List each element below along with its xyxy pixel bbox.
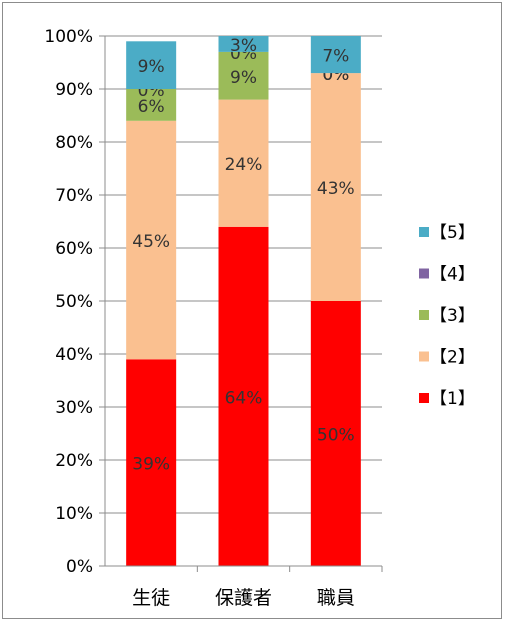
bar-segment xyxy=(218,99,269,227)
y-tick-label: 40% xyxy=(55,345,93,365)
legend-swatch xyxy=(419,351,429,362)
legend-swatch xyxy=(419,227,429,237)
legend-label: 【5】 xyxy=(430,223,475,243)
y-tick-label: 10% xyxy=(55,504,93,524)
bar-segment xyxy=(310,301,361,566)
bar-segment xyxy=(126,41,177,89)
data-label: 9% xyxy=(230,68,257,88)
data-label: 39% xyxy=(132,455,170,475)
data-label: 24% xyxy=(225,155,263,175)
data-label: 45% xyxy=(132,232,170,252)
bar-segment xyxy=(126,359,177,566)
data-label: 43% xyxy=(317,179,355,199)
legend-label: 【1】 xyxy=(430,389,475,409)
data-label: 9% xyxy=(138,57,165,77)
data-label: 7% xyxy=(322,47,349,67)
data-label: 6% xyxy=(138,97,165,117)
bar-segment xyxy=(218,226,269,567)
data-label: 50% xyxy=(317,426,355,446)
legend-label: 【2】 xyxy=(430,348,475,368)
bar-segment xyxy=(218,51,269,100)
data-label: 3% xyxy=(230,36,257,56)
bar-segment xyxy=(126,120,177,360)
category-label: 生徒 xyxy=(132,587,170,609)
y-tick-label: 30% xyxy=(55,398,93,418)
bar-segment xyxy=(126,89,177,121)
legend-label: 【4】 xyxy=(430,265,475,285)
y-tick-label: 70% xyxy=(55,186,93,206)
bar-segment xyxy=(310,73,361,301)
y-tick-label: 90% xyxy=(55,80,93,100)
data-label: 64% xyxy=(225,388,263,408)
y-tick-label: 60% xyxy=(55,239,93,259)
legend-swatch xyxy=(419,268,429,279)
legend-swatch xyxy=(419,393,429,403)
y-tick-label: 0% xyxy=(66,557,93,577)
category-label: 職員 xyxy=(317,587,355,609)
y-tick-label: 80% xyxy=(55,133,93,153)
bar-segment xyxy=(218,36,269,52)
y-tick-label: 20% xyxy=(55,451,93,471)
y-tick-label: 100% xyxy=(44,27,93,47)
y-tick-label: 50% xyxy=(55,292,93,312)
bar-segment xyxy=(310,36,361,74)
legend-label: 【3】 xyxy=(430,306,475,326)
legend-swatch xyxy=(419,310,429,320)
category-label: 保護者 xyxy=(215,587,272,609)
